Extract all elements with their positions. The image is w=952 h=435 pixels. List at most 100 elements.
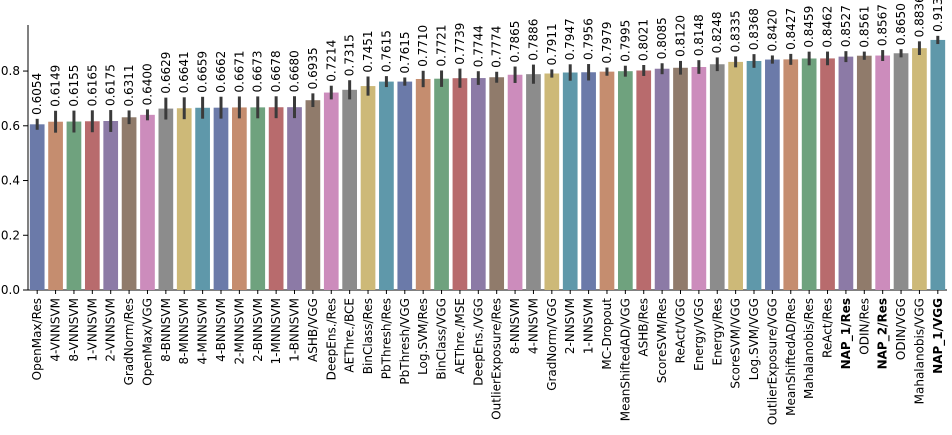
bar bbox=[434, 78, 449, 291]
bar bbox=[930, 39, 946, 290]
bar bbox=[599, 71, 615, 290]
value-label: 0.6662 bbox=[214, 51, 228, 93]
bar bbox=[121, 117, 137, 290]
value-label: 0.6641 bbox=[177, 51, 191, 93]
x-tick-label: OutlierExposure/VGG bbox=[765, 298, 779, 425]
bar bbox=[893, 53, 909, 291]
x-tick-label: ODIN/VGG bbox=[894, 298, 908, 360]
x-tick-label: 4-BNNSVM bbox=[214, 298, 228, 362]
value-label: 0.6673 bbox=[251, 50, 265, 92]
x-tick-label: 8-NNSVM bbox=[508, 298, 522, 354]
value-label: 0.8459 bbox=[802, 6, 816, 48]
x-tick-label: ReAct/Res bbox=[821, 298, 835, 358]
bar bbox=[213, 107, 229, 291]
x-tick-label: 4-NNSVM bbox=[526, 298, 540, 354]
x-tick-label: 2-BNNSVM bbox=[251, 298, 265, 362]
x-tick-label: 2-MNNSVM bbox=[232, 298, 246, 364]
x-tick-label: ODIN/Res bbox=[857, 298, 871, 355]
bar bbox=[581, 72, 596, 291]
bar bbox=[709, 64, 725, 291]
value-label: 0.6629 bbox=[159, 52, 173, 94]
x-tick-label: BinClass/VGG bbox=[435, 298, 449, 380]
x-tick-label: 1-VNNSVM bbox=[85, 298, 99, 362]
value-label: 0.8120 bbox=[673, 15, 687, 57]
x-tick-label: OpenMax/VGG bbox=[140, 298, 154, 386]
x-tick-label: MC-Dropout bbox=[600, 298, 614, 370]
value-label: 0.7886 bbox=[526, 19, 540, 61]
value-label: 0.8561 bbox=[857, 6, 871, 48]
x-tick-label: 1-BNNSVM bbox=[288, 298, 302, 362]
value-label: 0.8427 bbox=[784, 8, 798, 50]
bar bbox=[232, 107, 247, 290]
x-tick-label: DeepEns./VGG bbox=[471, 298, 485, 386]
value-label: 0.6054 bbox=[30, 73, 44, 115]
value-labels: 0.6054 0.6149 0.6155 0.6165 0.6175 0.6311 0.64… bbox=[30, 0, 945, 115]
bar bbox=[158, 108, 174, 290]
value-label: 0.6671 bbox=[232, 50, 246, 92]
value-label: 0.9137 bbox=[931, 0, 945, 32]
x-tick-label: GradNorm/Res bbox=[122, 298, 136, 385]
bar bbox=[323, 92, 339, 290]
x-tick-label: 2-VNNSVM bbox=[104, 298, 118, 362]
value-label: 0.8527 bbox=[839, 5, 853, 47]
x-tick-label: NAP_2/Res bbox=[876, 298, 891, 369]
bar bbox=[66, 121, 82, 291]
x-tick-label: ReAct/VGG bbox=[673, 298, 687, 363]
x-tick-label: 8-MNNSVM bbox=[177, 298, 191, 364]
y-tick-label: 0.0 bbox=[1, 283, 20, 297]
bar bbox=[489, 77, 505, 291]
value-label: 0.6680 bbox=[288, 50, 302, 92]
bar bbox=[562, 72, 578, 290]
bar bbox=[526, 74, 541, 290]
bar bbox=[452, 78, 468, 290]
bar bbox=[820, 58, 835, 291]
x-tick-label: NAP_1/Res bbox=[839, 298, 854, 369]
bar bbox=[305, 100, 321, 290]
bar bbox=[765, 59, 780, 291]
bar bbox=[856, 55, 872, 291]
value-label: 0.6149 bbox=[49, 65, 63, 107]
x-tick-label: OpenMax/Res bbox=[30, 298, 44, 380]
value-label: 0.7315 bbox=[343, 34, 357, 76]
x-tick-label: AEThre./BCE bbox=[343, 298, 357, 373]
bar bbox=[250, 107, 266, 290]
value-label: 0.8462 bbox=[821, 6, 835, 48]
bar bbox=[912, 48, 927, 290]
value-label: 0.7451 bbox=[361, 30, 375, 72]
bar bbox=[875, 55, 891, 291]
x-tick-label: DeepEns./Res bbox=[324, 298, 338, 380]
y-tick-label: 0.2 bbox=[1, 228, 20, 242]
value-label: 0.6400 bbox=[140, 63, 154, 105]
value-label: 0.6311 bbox=[122, 64, 136, 106]
x-tick-label: ASHB/Res bbox=[637, 298, 651, 357]
x-tick-label: ScoreSVM/Res bbox=[655, 298, 669, 383]
value-label: 0.6935 bbox=[306, 47, 320, 89]
value-label: 0.6155 bbox=[67, 65, 81, 107]
y-tick-label: 0.6 bbox=[1, 119, 20, 133]
value-label: 0.7979 bbox=[600, 22, 614, 64]
x-tick-label: Log.SVM/Res bbox=[416, 298, 430, 375]
value-label: 0.7956 bbox=[582, 18, 596, 60]
x-tick-label: 8-VNNSVM bbox=[67, 298, 81, 362]
bar bbox=[176, 108, 192, 291]
x-tick-label: 8-BNNSVM bbox=[159, 298, 173, 362]
bar bbox=[544, 73, 560, 290]
bar bbox=[268, 107, 284, 291]
bar bbox=[691, 67, 707, 290]
value-label: 0.7739 bbox=[453, 23, 467, 65]
error-bars bbox=[35, 35, 940, 133]
x-tick-label: PbThresh/VGG bbox=[398, 298, 412, 385]
x-tick-label: BinClass/Res bbox=[361, 298, 375, 374]
value-label: 0.6165 bbox=[85, 64, 99, 106]
value-label: 0.7615 bbox=[379, 30, 393, 72]
value-label: 0.7911 bbox=[545, 23, 559, 65]
value-label: 0.8335 bbox=[729, 10, 743, 52]
value-label: 0.8650 bbox=[894, 3, 908, 45]
value-label: 0.7865 bbox=[508, 21, 522, 63]
bars bbox=[29, 39, 946, 291]
x-tick-label: 4-VNNSVM bbox=[49, 298, 63, 362]
x-tick-label: ASHB/VGG bbox=[306, 298, 320, 362]
x-tick-label: Mahalanobis/Res bbox=[802, 298, 816, 399]
x-tick-label: GradNorm/VGG bbox=[545, 298, 559, 391]
value-label: 0.6175 bbox=[104, 64, 118, 106]
